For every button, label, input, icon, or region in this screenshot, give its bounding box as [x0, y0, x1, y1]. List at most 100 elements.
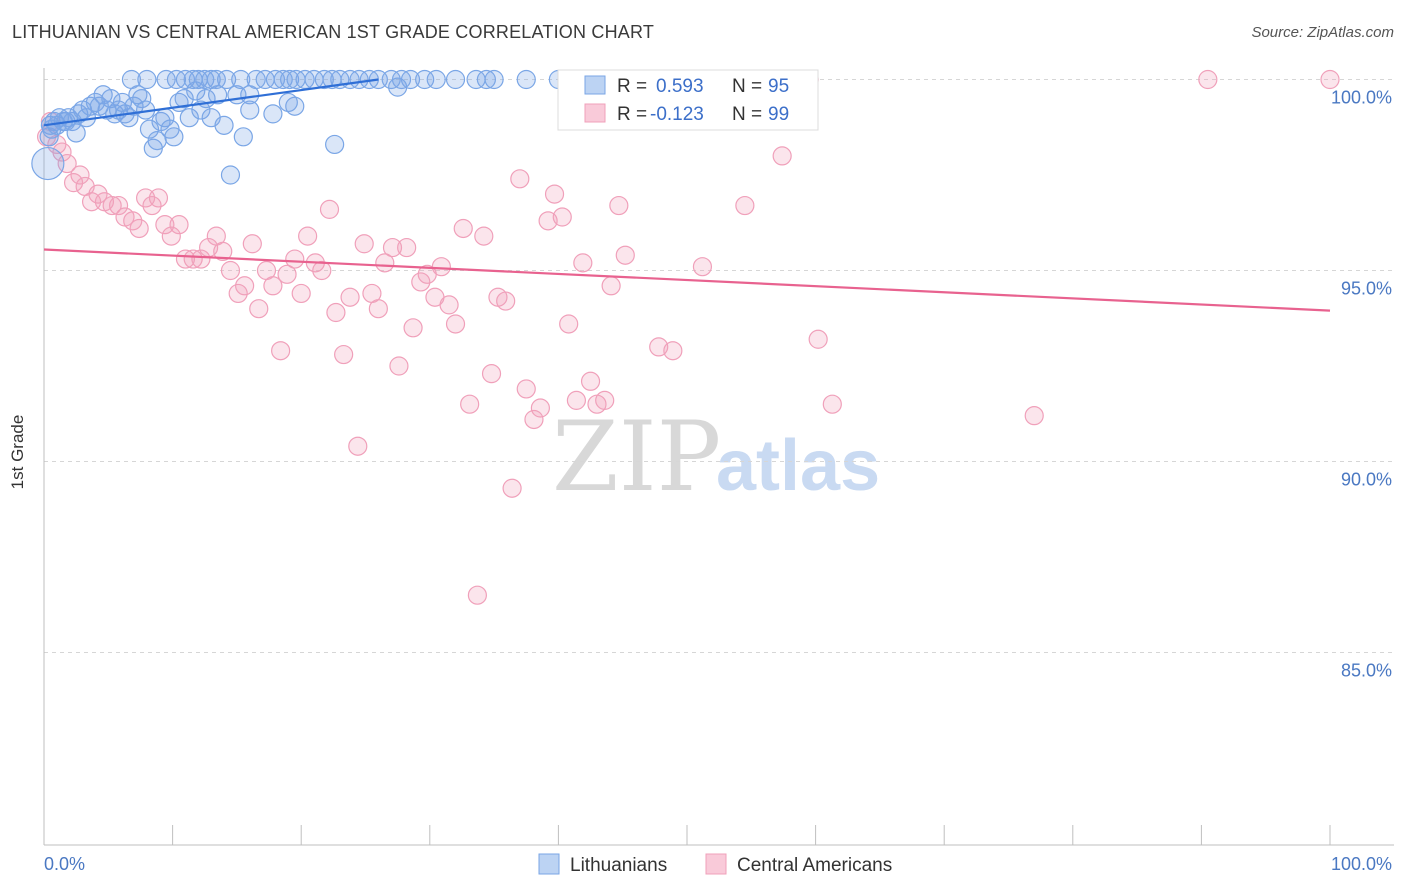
stats-r-value-2: -0.123	[650, 104, 704, 125]
chart-source: Source: ZipAtlas.com	[1251, 24, 1394, 41]
central-american-point	[808, 329, 828, 349]
legend-swatch-lithuanians	[538, 853, 560, 875]
central-american-point	[52, 142, 72, 162]
stats-n-value-2: 99	[768, 104, 789, 125]
central-american-point	[453, 218, 473, 239]
central-american-point	[510, 169, 530, 189]
legend-label-central-americans: Central Americans	[737, 855, 892, 876]
central-american-point	[235, 276, 255, 296]
central-american-point	[772, 146, 792, 166]
lithuanian-point	[314, 69, 334, 90]
lithuanian-point	[426, 69, 446, 90]
lithuanian-point	[263, 104, 283, 124]
lithuanian-point	[85, 92, 106, 113]
central-american-point	[403, 318, 423, 338]
lithuanian-point	[240, 100, 260, 120]
central-american-point	[277, 264, 297, 284]
lithuanian-point	[124, 96, 144, 116]
lithuanian-point	[240, 85, 260, 105]
central-american-point	[375, 253, 395, 273]
gridlines	[44, 79, 1394, 653]
central-american-point	[326, 302, 346, 323]
lithuanian-point	[174, 88, 194, 109]
data-points	[31, 69, 1340, 605]
central-american-point	[161, 226, 181, 246]
lithuanian-point	[484, 69, 504, 90]
lithuanian-point	[31, 146, 65, 181]
central-american-point	[155, 215, 175, 235]
central-american-point	[175, 249, 196, 269]
central-american-point	[382, 237, 403, 258]
legend-swatch-central-americans	[705, 853, 727, 875]
central-american-point	[70, 165, 90, 185]
lithuanian-point	[476, 69, 496, 90]
central-american-point	[123, 211, 143, 231]
central-american-point	[389, 356, 409, 376]
lithuanian-point	[231, 69, 251, 90]
lithuanian-point	[388, 77, 408, 97]
central-american-point	[88, 184, 108, 204]
x-ticks	[43, 825, 1331, 845]
central-american-point	[439, 295, 459, 315]
central-american-point	[1024, 406, 1044, 426]
central-american-point	[559, 314, 579, 334]
central-american-point	[271, 341, 291, 361]
central-american-point	[735, 195, 755, 216]
central-american-point	[580, 371, 601, 391]
central-american-point	[220, 260, 241, 281]
central-american-point	[566, 390, 587, 410]
legend-label-lithuanians: Lithuanians	[570, 855, 667, 876]
x-tick-labels: 0.0% 100.0%	[44, 854, 1392, 874]
stats-n-label-1: N =	[732, 76, 762, 97]
lithuanian-point	[164, 127, 184, 147]
central-american-point	[544, 184, 565, 204]
central-american-point	[595, 390, 615, 410]
stats-swatch-central-americans	[584, 103, 606, 123]
lithuanian-point	[137, 69, 157, 90]
central-american-point	[348, 436, 368, 456]
x-tick-label: 100.0%	[1331, 854, 1392, 874]
central-american-point	[312, 260, 332, 281]
central-american-point	[573, 253, 593, 273]
central-american-point	[63, 173, 84, 193]
lithuanian-point	[217, 69, 237, 90]
lithuanian-point	[516, 69, 536, 90]
central-american-point	[445, 314, 466, 334]
chart-title: LITHUANIAN VS CENTRAL AMERICAN 1ST GRADE…	[12, 22, 655, 42]
stats-legend: R = 0.593 N = 95 R = -0.123 N = 99	[557, 69, 819, 131]
central-american-point	[663, 341, 683, 361]
central-american-point	[291, 283, 311, 304]
central-american-point	[431, 257, 451, 277]
y-tick-label: 85.0%	[1341, 661, 1392, 681]
central-american-point	[285, 249, 305, 269]
lithuanian-point	[179, 108, 199, 128]
central-american-point	[822, 394, 842, 414]
lithuanian-point	[101, 88, 121, 109]
x-tick-label: 0.0%	[44, 854, 85, 874]
central-american-point	[524, 409, 544, 430]
stats-n-label-2: N =	[732, 104, 762, 125]
lithuanian-point	[278, 92, 298, 113]
stats-swatch-lithuanians	[584, 75, 606, 95]
central-american-point	[129, 218, 149, 239]
central-american-point	[148, 188, 169, 208]
central-american-point	[481, 364, 502, 384]
lithuanian-point	[201, 69, 221, 90]
central-american-point	[242, 234, 262, 254]
stats-r-label-1: R =	[617, 76, 647, 97]
central-american-point	[411, 272, 431, 292]
central-american-point	[496, 291, 516, 311]
stats-n-value-1: 95	[768, 76, 789, 97]
lithuanian-point	[445, 69, 466, 90]
lithuanian-point	[139, 119, 160, 139]
central-american-point	[249, 299, 269, 319]
lithuanian-point	[191, 100, 211, 120]
lithuanian-point	[381, 69, 401, 90]
central-american-point	[183, 249, 203, 269]
central-american-point	[516, 379, 536, 399]
central-american-point	[228, 283, 248, 304]
y-tick-label: 100.0%	[1331, 88, 1392, 108]
lithuanian-point	[280, 69, 300, 90]
central-american-point	[298, 226, 318, 246]
